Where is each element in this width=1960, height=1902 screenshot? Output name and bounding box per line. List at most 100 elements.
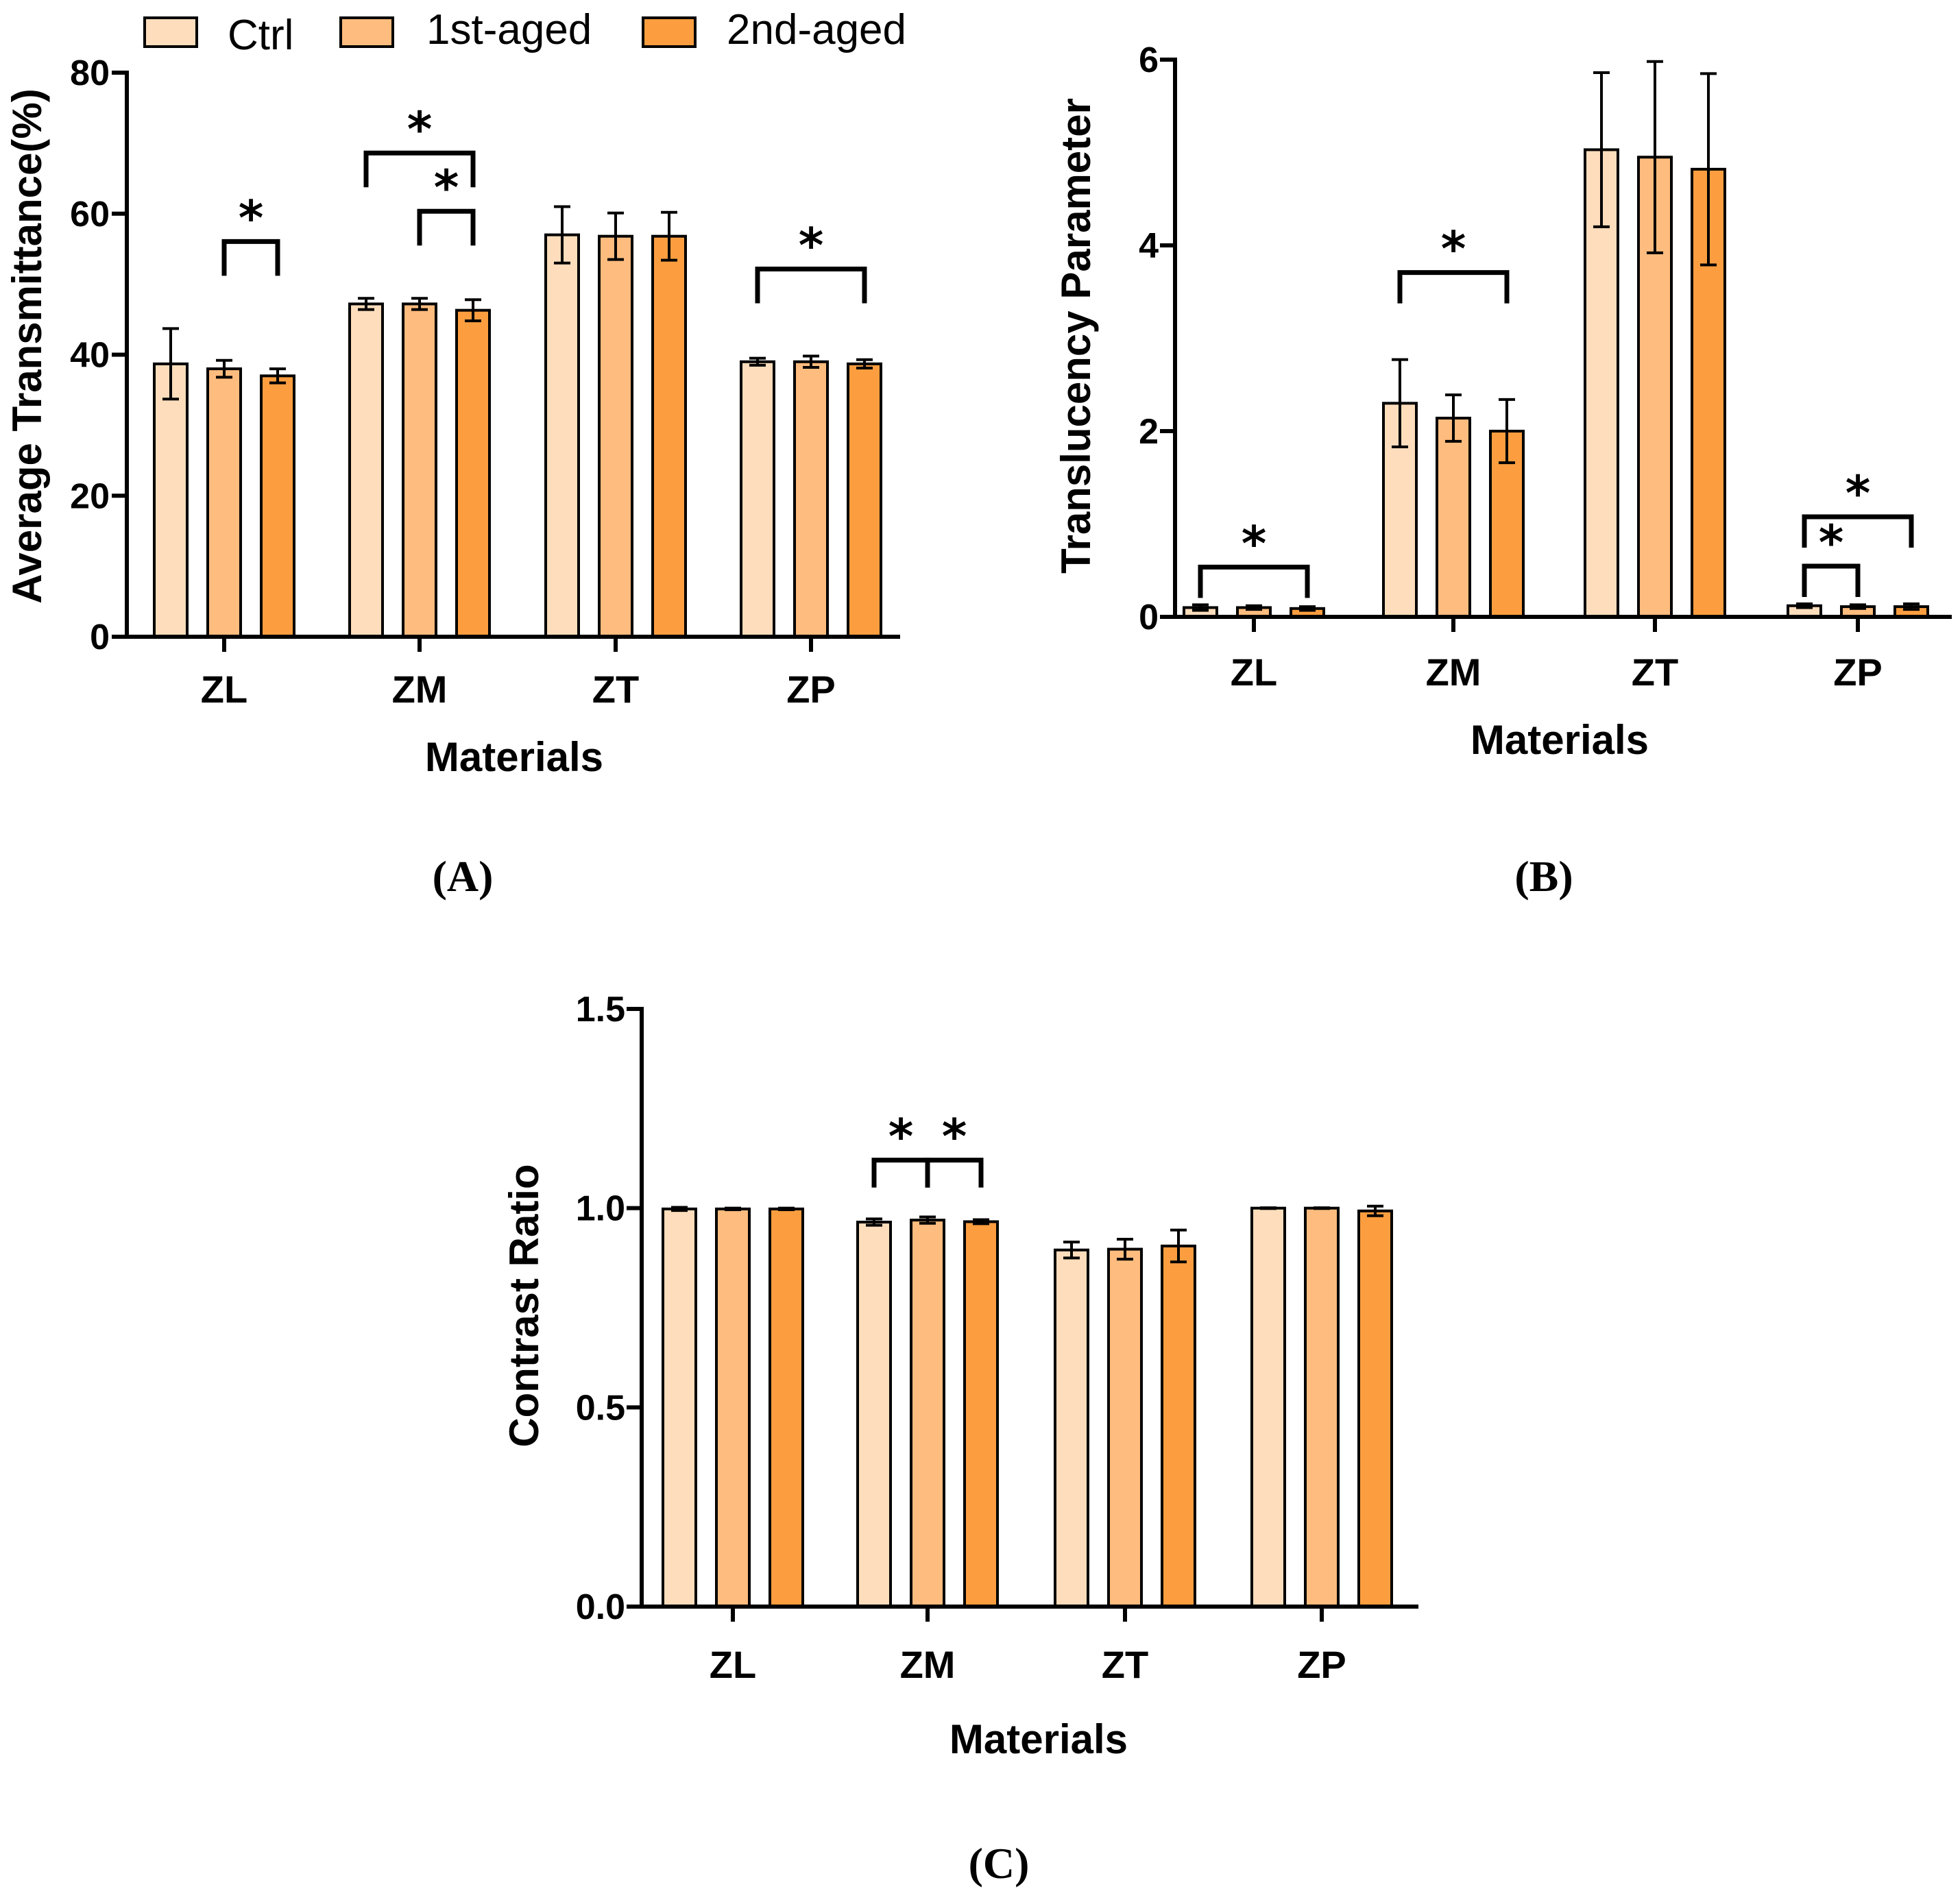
significance-bracket-a-2 <box>417 208 476 246</box>
y-tick-label-a-2: 40 <box>70 336 110 376</box>
error-bar-c-zl-1st-aged <box>725 1206 741 1211</box>
error-bar-a-zm-1st-aged <box>411 297 428 311</box>
bar-a-zl-2nd-aged <box>260 374 295 638</box>
legend-label-ctrl: Ctrl <box>228 12 293 59</box>
y-axis-title-a: Average Transmittance(%) <box>4 88 50 603</box>
x-tick-label-b-zl: ZL <box>1231 650 1277 694</box>
error-bar-a-zl-2nd-aged <box>269 367 286 385</box>
error-bar-b-zp-ctrl <box>1796 602 1813 609</box>
axes-c <box>640 1007 1418 1609</box>
bar-a-zm-ctrl <box>348 302 384 638</box>
bar-a-zm-1st-aged <box>402 302 437 638</box>
panel-label-c: (C) <box>969 1839 1030 1888</box>
error-bar-c-zt-2nd-aged <box>1170 1228 1187 1264</box>
x-tick-label-a-zt: ZT <box>592 668 639 711</box>
y-axis-title-b: Translucency Parameter <box>1053 98 1099 574</box>
bar-a-zp-1st-aged <box>793 360 829 638</box>
significance-bracket-b-0 <box>1198 564 1310 598</box>
legend-swatch-1st-aged <box>339 16 394 48</box>
x-tick-label-b-zp: ZP <box>1833 650 1883 694</box>
y-tick-label-c-3: 1.5 <box>576 990 625 1029</box>
error-bar-c-zt-1st-aged <box>1117 1238 1133 1261</box>
error-bar-a-zm-ctrl <box>358 297 374 311</box>
y-tick-label-a-3: 60 <box>70 195 110 234</box>
error-bar-b-zl-2nd-aged <box>1299 605 1316 612</box>
error-bar-c-zm-ctrl <box>866 1217 882 1227</box>
axes-a <box>125 71 900 639</box>
error-bar-b-zp-1st-aged <box>1850 603 1866 610</box>
x-tick-label-b-zt: ZT <box>1632 650 1678 694</box>
error-bar-a-zt-ctrl <box>554 205 570 265</box>
significance-star-a-0: * <box>239 190 264 246</box>
significance-bracket-b-3 <box>1802 514 1914 548</box>
x-axis-title-a: Materials <box>425 734 603 780</box>
significance-star-a-3: * <box>799 218 824 274</box>
bar-b-zm-1st-aged <box>1436 417 1471 619</box>
y-tick-label-a-1: 20 <box>70 476 110 516</box>
y-tick-label-a-0: 0 <box>90 618 110 657</box>
y-tick-label-b-0: 0 <box>1139 598 1159 637</box>
error-bar-c-zm-2nd-aged <box>973 1218 989 1226</box>
y-tick-label-c-2: 1.0 <box>576 1189 625 1229</box>
legend-label-1st-aged: 1st-aged <box>426 6 592 53</box>
error-bar-b-zt-2nd-aged <box>1700 72 1717 267</box>
error-bar-a-zp-ctrl <box>749 356 766 367</box>
error-bar-b-zl-1st-aged <box>1246 604 1262 611</box>
legend-swatch-2nd-aged <box>642 16 697 48</box>
bar-c-zm-2nd-aged <box>963 1220 999 1608</box>
legend-label-2nd-aged: 2nd-aged <box>727 6 906 53</box>
bar-c-zp-1st-aged <box>1304 1206 1340 1608</box>
chart-panel-b: Translucency Parameter Materials (B) ZL Z… <box>1053 40 1952 901</box>
bar-c-zm-1st-aged <box>910 1219 945 1608</box>
x-tick-label-c-zt: ZT <box>1102 1643 1148 1686</box>
bar-c-zt-ctrl <box>1054 1248 1089 1608</box>
panel-label-b: (B) <box>1514 852 1573 901</box>
x-tick-label-c-zp: ZP <box>1297 1643 1346 1686</box>
bar-a-zt-1st-aged <box>598 234 633 639</box>
significance-bracket-c-1 <box>925 1158 984 1188</box>
bar-c-zt-1st-aged <box>1107 1247 1143 1608</box>
error-bar-b-zm-ctrl <box>1392 358 1408 449</box>
error-bar-b-zt-1st-aged <box>1647 60 1663 254</box>
legend: Ctrl 1st-aged 2nd-aged <box>143 6 906 59</box>
x-axis-title-b: Materials <box>1471 717 1649 763</box>
error-bar-a-zp-2nd-aged <box>856 358 873 370</box>
bar-c-zl-1st-aged <box>715 1207 751 1608</box>
x-tick-label-b-zm: ZM <box>1426 650 1481 694</box>
error-bar-a-zt-2nd-aged <box>661 210 677 262</box>
significance-star-c-1: * <box>942 1109 967 1165</box>
bar-c-zl-ctrl <box>662 1207 697 1608</box>
error-bar-b-zt-ctrl <box>1593 71 1610 228</box>
significance-bracket-a-0 <box>221 239 280 276</box>
significance-star-b-0: * <box>1242 515 1267 572</box>
y-tick-label-c-0: 0.0 <box>576 1587 625 1627</box>
significance-star-a-2: * <box>434 160 459 216</box>
bar-a-zt-2nd-aged <box>651 234 687 639</box>
x-axis-title-c: Materials <box>949 1716 1128 1762</box>
bar-c-zm-ctrl <box>856 1221 892 1608</box>
bar-a-zp-2nd-aged <box>847 362 882 639</box>
bar-a-zl-1st-aged <box>206 367 242 638</box>
bar-c-zp-ctrl <box>1250 1206 1286 1608</box>
error-bar-c-zp-2nd-aged <box>1367 1204 1383 1217</box>
y-tick-label-b-2: 4 <box>1139 226 1159 266</box>
x-tick-label-a-zm: ZM <box>392 668 448 711</box>
x-tick-label-a-zp: ZP <box>786 668 836 711</box>
error-bar-b-zp-2nd-aged <box>1903 602 1920 611</box>
x-tick-label-c-zm: ZM <box>900 1643 956 1686</box>
legend-swatch-ctrl <box>143 16 198 48</box>
chart-panel-a: Average Transmittance(%) Materials (A) Z… <box>4 53 900 901</box>
significance-bracket-b-1 <box>1397 270 1510 304</box>
y-axis-title-c: Contrast Ratio <box>501 1164 547 1447</box>
bar-a-zt-ctrl <box>544 233 580 638</box>
bar-c-zp-2nd-aged <box>1357 1209 1393 1608</box>
bar-c-zt-2nd-aged <box>1161 1244 1196 1608</box>
y-tick-label-a-4: 80 <box>70 53 110 93</box>
bar-a-zm-2nd-aged <box>455 308 491 638</box>
error-bar-a-zp-1st-aged <box>803 354 819 369</box>
significance-star-a-1: * <box>407 101 433 158</box>
significance-star-b-1: * <box>1441 221 1466 278</box>
significance-star-b-3: * <box>1846 465 1871 522</box>
error-bar-a-zl-ctrl <box>162 327 179 401</box>
